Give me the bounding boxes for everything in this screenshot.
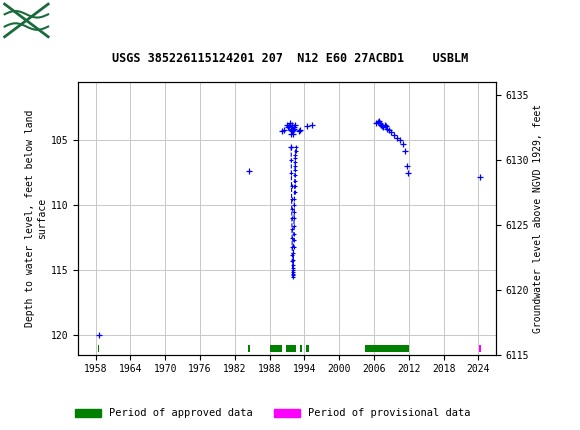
Bar (248, 345, 250, 352)
Y-axis label: Groundwater level above NGVD 1929, feet: Groundwater level above NGVD 1929, feet (533, 104, 543, 333)
Text: USGS: USGS (55, 11, 110, 29)
Bar (365, 345, 409, 352)
Bar (286, 345, 296, 352)
Bar (300, 345, 302, 352)
Y-axis label: Depth to water level, feet below land
surface: Depth to water level, feet below land su… (25, 110, 47, 327)
Bar (479, 345, 481, 352)
Bar (97, 345, 99, 352)
Bar (5, 4, 48, 37)
Legend: Period of approved data, Period of provisional data: Period of approved data, Period of provi… (71, 404, 474, 423)
Bar (270, 345, 282, 352)
Text: USGS 385226115124201 207  N12 E60 27ACBD1    USBLM: USGS 385226115124201 207 N12 E60 27ACBD1… (112, 52, 468, 64)
Bar (306, 345, 309, 352)
